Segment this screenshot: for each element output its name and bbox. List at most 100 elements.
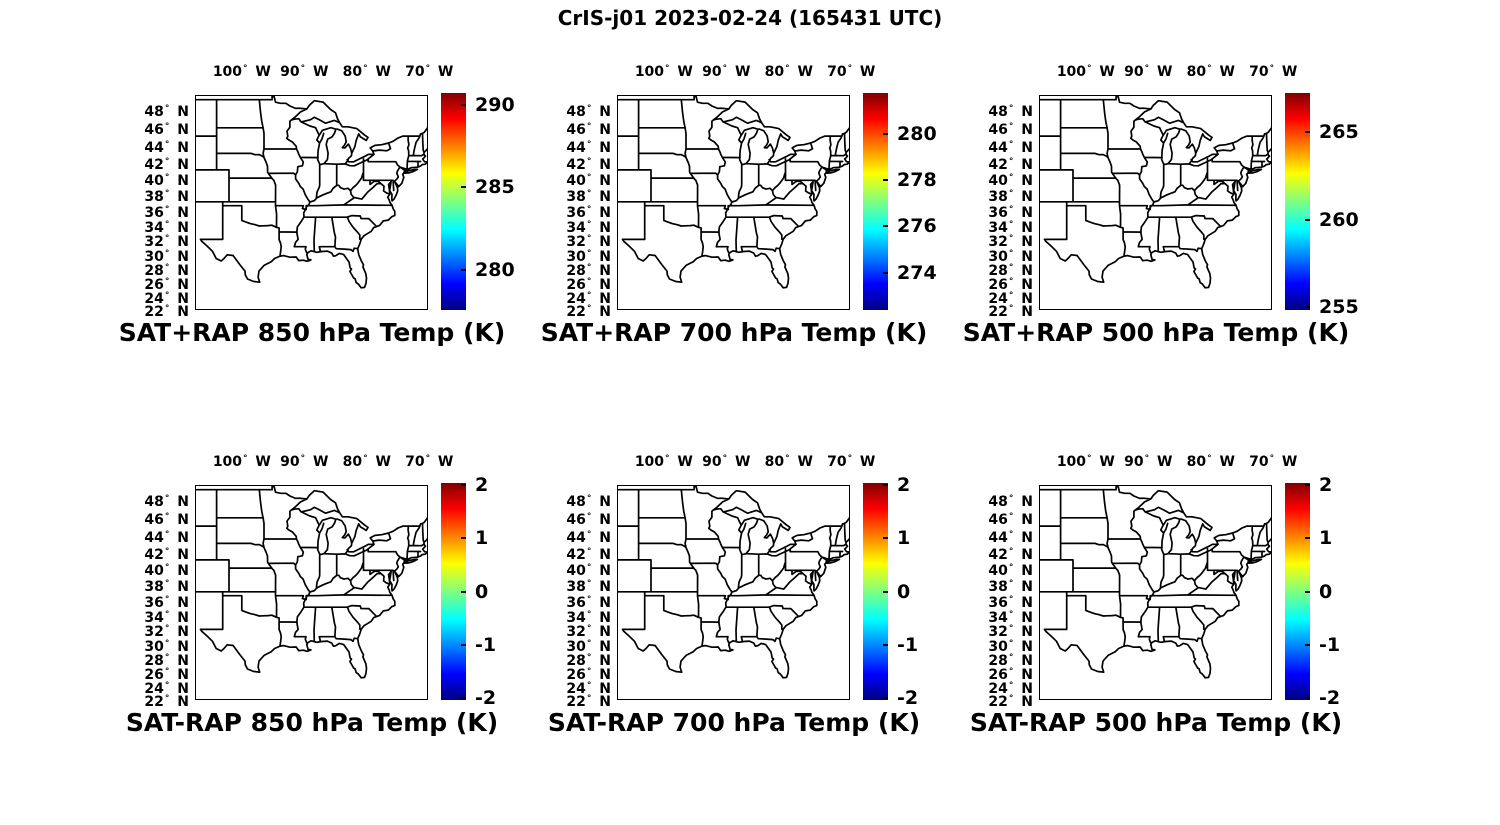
degree-symbol: °: [164, 262, 170, 273]
lat-tick-label: 34° N: [566, 219, 611, 236]
lon-tick-label: 90° W: [280, 64, 329, 80]
colorbar-sat-minus-rap-850: [441, 483, 466, 700]
colorbar-sat-minus-rap-500: [1285, 483, 1310, 700]
degree-symbol: °: [586, 189, 592, 199]
degree-symbol: °: [586, 290, 592, 301]
colorbar-tick-label: 260: [1319, 208, 1359, 231]
lat-tick-label: 38° N: [988, 579, 1033, 595]
degree-symbol: °: [1008, 529, 1014, 540]
degree-symbol: °: [1008, 248, 1014, 259]
degree-symbol: °: [1008, 594, 1014, 605]
degree-symbol: °: [586, 512, 592, 523]
colorbar-tick-mark: [883, 132, 888, 135]
lat-tick-label: 48° N: [566, 104, 611, 121]
degree-symbol: °: [847, 64, 853, 74]
degree-symbol: °: [1008, 262, 1014, 273]
degree-symbol: °: [164, 173, 170, 184]
lat-tick-label: 24° N: [144, 290, 189, 307]
degree-symbol: °: [243, 454, 248, 464]
lat-tick-label: 28° N: [988, 652, 1033, 669]
degree-symbol: °: [300, 64, 306, 74]
lat-tick-label: 36° N: [988, 594, 1033, 611]
colorbar-tick-mark: [883, 225, 888, 228]
lat-tick-label: 44° N: [988, 139, 1033, 156]
state-borders: [195, 485, 428, 679]
degree-symbol: °: [164, 290, 170, 301]
degree-symbol: °: [164, 494, 170, 505]
degree-symbol: °: [586, 693, 592, 704]
lon-tick-label: 70° W: [827, 64, 876, 80]
lat-tick-label: 24° N: [988, 290, 1033, 307]
lon-tick-label: 70° W: [827, 454, 876, 470]
lat-tick-label: 42° N: [144, 156, 189, 173]
lat-tick-label: 26° N: [566, 276, 611, 293]
degree-symbol: °: [785, 64, 790, 74]
degree-symbol: °: [1008, 609, 1014, 620]
degree-symbol: °: [722, 64, 728, 74]
degree-symbol: °: [1008, 494, 1014, 505]
colorbar-tick-mark: [461, 537, 466, 540]
lat-tick-label: 32° N: [566, 234, 611, 251]
colorbar-tick-label: 1: [1319, 527, 1333, 550]
colorbar-sat-plus-rap-850: [441, 93, 466, 310]
degree-symbol: °: [1008, 204, 1014, 215]
lon-tick-label: 90° W: [280, 454, 329, 470]
lat-tick-label: 42° N: [566, 546, 611, 563]
lat-tick-label: 30° N: [988, 638, 1033, 655]
degree-symbol: °: [1008, 624, 1014, 635]
lon-tick-label: 100° W: [1056, 64, 1115, 80]
degree-symbol: °: [1008, 680, 1014, 691]
degree-symbol: °: [586, 563, 592, 574]
degree-symbol: °: [164, 139, 170, 150]
colorbar-tick-mark: [1305, 306, 1310, 309]
lat-tick-label: 32° N: [566, 624, 611, 641]
colorbar-tick-mark: [1305, 130, 1310, 133]
degree-symbol: °: [1008, 303, 1014, 314]
lon-tick-label: 80° W: [1186, 454, 1235, 470]
colorbar-tick-label: 0: [1319, 580, 1333, 603]
lat-tick-label: 44° N: [988, 529, 1033, 546]
lat-tick-label: 30° N: [566, 248, 611, 265]
lon-tick-label: 70° W: [405, 454, 454, 470]
degree-symbol: °: [164, 666, 170, 677]
lon-tick-label: 100° W: [212, 64, 271, 80]
degree-symbol: °: [164, 156, 170, 167]
lat-tick-label: 40° N: [144, 563, 189, 580]
lon-tick-label: 70° W: [1249, 64, 1298, 80]
lat-tick-label: 46° N: [988, 512, 1033, 529]
degree-symbol: °: [164, 579, 170, 589]
panel-title-sat-plus-rap-500: SAT+RAP 500 hPa Temp (K): [962, 318, 1350, 347]
colorbar-tick-label: 2: [897, 474, 911, 497]
colorbar-tick-label: 0: [475, 580, 489, 603]
colorbar-tick-mark: [461, 696, 466, 699]
us-states-map: [1039, 485, 1272, 700]
colorbar-tick-mark: [883, 271, 888, 274]
panel-sat-plus-rap-500: 100° W 90° W 80° W 70° W 48° N 46° N 44° N 42° …: [959, 50, 1379, 362]
lat-tick-label: 36° N: [566, 204, 611, 221]
lat-tick-label: 28° N: [144, 652, 189, 669]
lat-tick-label: 42° N: [566, 156, 611, 173]
colorbar-sat-minus-rap-700: [863, 483, 888, 700]
colorbar-tick-label: 1: [897, 527, 911, 550]
lat-tick-label: 30° N: [566, 638, 611, 655]
lon-tick-label: 90° W: [1124, 64, 1173, 80]
lat-tick-label: 48° N: [988, 104, 1033, 121]
state-borders: [617, 485, 850, 679]
degree-symbol: °: [164, 248, 170, 259]
degree-symbol: °: [586, 234, 592, 245]
lat-tick-label: 40° N: [144, 173, 189, 190]
lat-tick-label: 40° N: [566, 563, 611, 580]
colorbar-tick-label: 255: [1319, 296, 1359, 319]
lat-tick-label: 48° N: [144, 494, 189, 511]
panel-title-sat-minus-rap-500: SAT-RAP 500 hPa Temp (K): [969, 708, 1343, 737]
colorbar-tick-label: 280: [475, 259, 515, 282]
lat-tick-label: 46° N: [566, 512, 611, 529]
colorbar-tick-mark: [1305, 643, 1310, 646]
degree-symbol: °: [1207, 454, 1212, 464]
degree-symbol: °: [785, 454, 790, 464]
degree-symbol: °: [164, 693, 170, 704]
degree-symbol: °: [1008, 173, 1014, 184]
lon-tick-label: 100° W: [212, 454, 271, 470]
lat-tick-label: 46° N: [988, 122, 1033, 139]
lon-tick-label: 70° W: [405, 64, 454, 80]
